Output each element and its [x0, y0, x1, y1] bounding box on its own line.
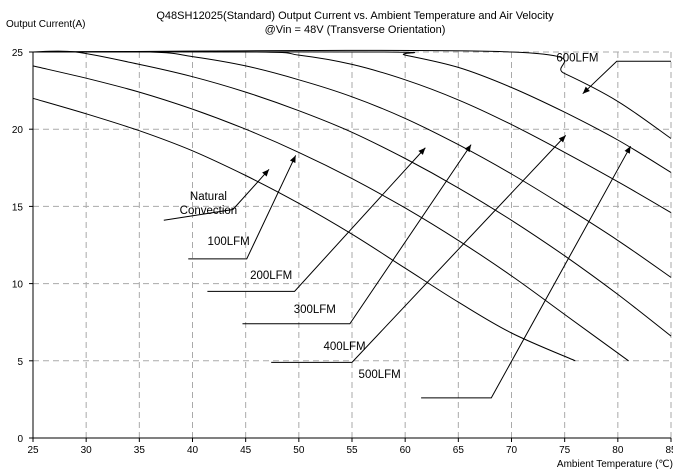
- annotation-label: 200LFM: [250, 270, 292, 282]
- x-tick-label: 75: [559, 445, 571, 456]
- annotation-label: 600LFM: [556, 52, 598, 64]
- y-tick-label: 15: [12, 202, 24, 213]
- annotation-leader: [188, 155, 297, 260]
- x-tick-label: 45: [240, 445, 252, 456]
- series-line: [32, 97, 576, 362]
- x-tick-label: 30: [81, 445, 93, 456]
- annotation-label: 500LFM: [359, 369, 401, 381]
- y-tick-label: 20: [12, 125, 24, 136]
- annotations: 600LFM Natural Convection 100LFM 200LFM 300LF…: [163, 52, 671, 399]
- annotation-leader: [242, 144, 472, 325]
- tick-labels: 25 30 35 40 45 50 55 60 65 70 75 80 85 0 5 10 15 20 25: [12, 48, 673, 456]
- annotation-leader: [582, 60, 671, 95]
- axes: [29, 51, 672, 442]
- annotation-label: Natural Convection: [180, 191, 238, 217]
- annotation-arrowhead: [582, 86, 590, 94]
- y-tick-label: 10: [12, 280, 24, 291]
- x-tick-label: 55: [346, 445, 358, 456]
- x-tick-label: 35: [134, 445, 146, 456]
- x-tick-label: 80: [612, 445, 624, 456]
- x-tick-label: 65: [453, 445, 465, 456]
- series-line: [32, 51, 672, 173]
- x-tick-label: 40: [187, 445, 199, 456]
- annotation-leader: [207, 147, 426, 292]
- chart-title: Q48SH12025(Standard) Output Current vs. …: [156, 10, 554, 22]
- series-line: [32, 51, 672, 278]
- y-tick-label: 25: [12, 48, 24, 59]
- annotation-arrowhead: [418, 147, 426, 155]
- annotation-leader: [163, 169, 270, 221]
- x-tick-label: 60: [400, 445, 412, 456]
- x-tick-label: 25: [27, 445, 39, 456]
- x-tick-label: 50: [293, 445, 305, 456]
- annotation-label: 100LFM: [208, 236, 250, 248]
- series-line: [32, 49, 672, 139]
- annotation-arrowhead: [558, 135, 566, 143]
- annotation-leader: [271, 135, 567, 363]
- annotation-arrowhead: [289, 155, 296, 164]
- y-tick-label: 5: [17, 357, 23, 368]
- y-tick-label: 0: [17, 434, 23, 445]
- series-lines: [32, 49, 672, 362]
- y-axis-label: Output Current(A): [6, 19, 85, 30]
- x-tick-label: 70: [506, 445, 518, 456]
- series-line: [32, 65, 629, 362]
- x-tick-label: 85: [665, 445, 673, 456]
- annotation-label: 400LFM: [323, 341, 365, 353]
- annotation-arrowhead: [624, 146, 631, 154]
- grid: [33, 51, 672, 438]
- annotation-label: 300LFM: [294, 304, 336, 316]
- series-line: [32, 50, 672, 337]
- annotation-arrowhead: [262, 169, 270, 177]
- x-axis-label: Ambient Temperature (℃): [557, 459, 673, 470]
- annotation-leader: [421, 145, 632, 399]
- chart-subtitle: @Vin = 48V (Transverse Orientation): [265, 24, 446, 36]
- annotation-arrowhead: [464, 144, 472, 153]
